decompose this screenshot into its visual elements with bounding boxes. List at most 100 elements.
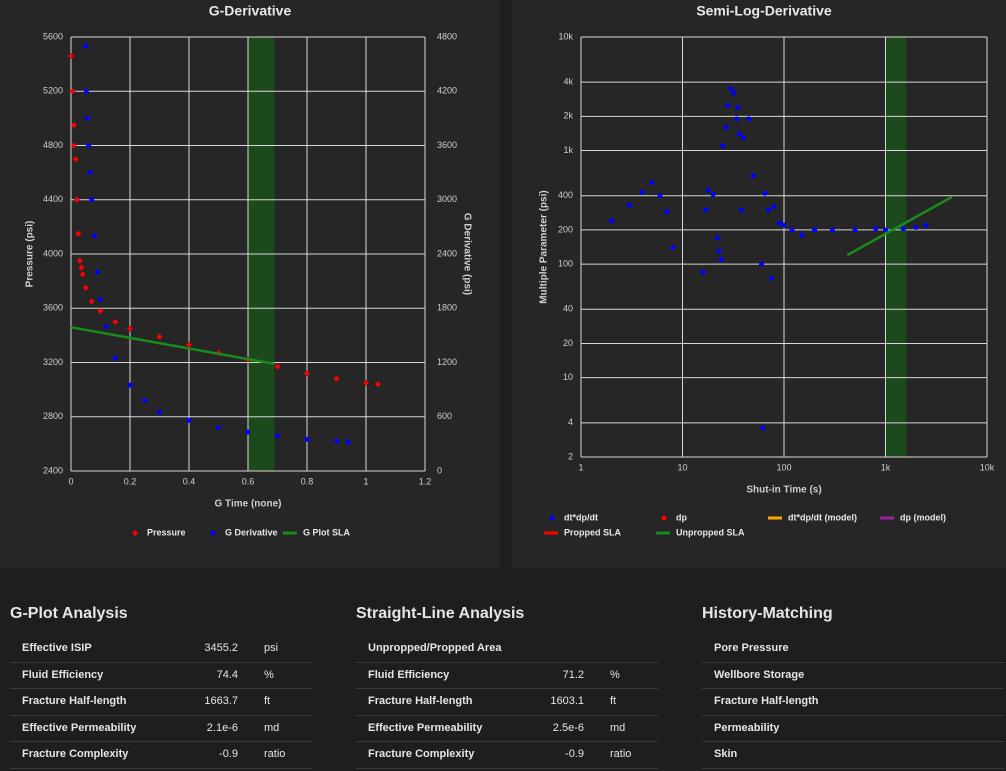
- table-row: Wellbore Storage: [702, 663, 1004, 689]
- row-unit: ft: [264, 695, 271, 707]
- point: [157, 409, 162, 415]
- table-row: Effective Permeability 2.5e-6 md: [356, 716, 658, 742]
- row-label: Effective ISIP: [22, 642, 92, 654]
- legend-label: G Derivative: [225, 527, 278, 537]
- point: [86, 143, 92, 148]
- analysis-table: History-Matching Pore Pressure Wellbore St…: [702, 596, 1004, 769]
- row-label: Fluid Efficiency: [368, 668, 450, 681]
- legend-label: dp (model): [900, 512, 946, 522]
- table-row: Fluid Efficiency 71.2%: [356, 663, 658, 689]
- point: [92, 233, 98, 239]
- point: [741, 135, 747, 141]
- point: [334, 438, 339, 444]
- row-unit: %: [264, 668, 274, 681]
- point: [374, 381, 381, 388]
- point: [718, 256, 724, 262]
- point: [873, 226, 879, 232]
- y-tick-label: 2400: [43, 465, 63, 475]
- table-row: Skin: [702, 742, 1004, 769]
- point: [626, 202, 632, 208]
- table-title: G-Plot Analysis: [10, 605, 128, 622]
- table-row: Fracture Complexity -0.9 ratio: [10, 742, 312, 769]
- point: [703, 207, 709, 213]
- analysis-table: G-Plot Analysis Effective ISIP 3455.2 psi Fl…: [10, 596, 312, 769]
- x-tick-label: 0.6: [242, 476, 255, 486]
- legend-swatch: [549, 515, 555, 521]
- row-value: -0.9: [219, 748, 238, 760]
- series-line: [846, 195, 953, 257]
- point: [765, 207, 771, 213]
- point: [758, 261, 764, 267]
- y-axis-label: Multiple Parameter (psi): [539, 190, 550, 303]
- y2-tick-label: 4200: [437, 86, 457, 96]
- point: [705, 187, 711, 193]
- y-tick-label: 1k: [563, 145, 573, 155]
- point: [82, 284, 89, 291]
- point: [852, 227, 858, 233]
- chart-title: G-Derivative: [209, 3, 292, 19]
- row-value: 2.1e-6: [206, 721, 238, 734]
- y2-tick-label: 600: [437, 411, 452, 421]
- point: [103, 323, 109, 329]
- row-unit: ft: [610, 695, 617, 707]
- row-label: Fracture Half-length: [714, 695, 819, 707]
- row-value: 2.5e-6: [552, 721, 584, 734]
- row-label: Fluid Efficiency: [22, 668, 104, 681]
- point: [87, 170, 93, 176]
- point: [733, 116, 739, 122]
- y2-tick-label: 2400: [437, 248, 457, 258]
- row-value: -0.9: [565, 748, 584, 760]
- table-row: Permeability: [702, 716, 1004, 742]
- y-tick-label: 2: [568, 451, 573, 461]
- row-value: 1663.7: [204, 695, 238, 707]
- x-tick-label: 10k: [980, 462, 995, 472]
- chart-title: Semi-Log-Derivative: [696, 3, 832, 19]
- point: [768, 275, 774, 281]
- point: [186, 417, 192, 423]
- point: [97, 307, 104, 314]
- y-tick-label: 3200: [43, 357, 63, 367]
- point: [829, 227, 835, 233]
- point: [112, 318, 119, 325]
- y2-tick-label: 0: [437, 465, 442, 475]
- point: [762, 190, 768, 196]
- x-tick-label: 1: [363, 476, 368, 486]
- right-panel: [512, 0, 1006, 568]
- y-tick-label: 4000: [43, 248, 63, 258]
- row-label: Fracture Half-length: [22, 695, 127, 707]
- point: [142, 397, 148, 403]
- point: [781, 222, 787, 228]
- x-tick-label: 0.4: [183, 476, 196, 486]
- point: [746, 116, 752, 122]
- legend-label: Unpropped SLA: [676, 527, 745, 537]
- table-row: Fracture Complexity -0.9 ratio: [356, 742, 658, 769]
- y-tick-label: 400: [558, 190, 573, 200]
- point: [73, 196, 80, 203]
- point: [735, 104, 741, 110]
- y-tick-label: 2800: [43, 411, 63, 421]
- point: [127, 325, 133, 332]
- point: [664, 209, 670, 215]
- point: [216, 425, 221, 431]
- point: [78, 264, 85, 271]
- point: [88, 298, 95, 305]
- highlight-band: [885, 37, 907, 457]
- row-label: Skin: [714, 748, 738, 760]
- point: [69, 88, 76, 95]
- x-tick-label: 100: [776, 462, 791, 472]
- row-label: Unpropped/Propped Area: [368, 642, 502, 654]
- point: [731, 90, 737, 96]
- row-value: 71.2: [562, 668, 584, 681]
- table-row: Effective ISIP 3455.2 psi: [10, 636, 312, 663]
- series-line: [70, 326, 275, 366]
- point: [736, 131, 742, 137]
- row-unit: md: [610, 721, 626, 734]
- point: [883, 227, 888, 233]
- legend-label: Pressure: [147, 527, 186, 537]
- legend-swatch: [210, 530, 216, 536]
- legend-label: Propped SLA: [564, 527, 622, 537]
- point: [345, 439, 351, 445]
- point: [728, 86, 734, 92]
- row-unit: md: [264, 721, 280, 734]
- y-tick-label: 200: [558, 224, 573, 234]
